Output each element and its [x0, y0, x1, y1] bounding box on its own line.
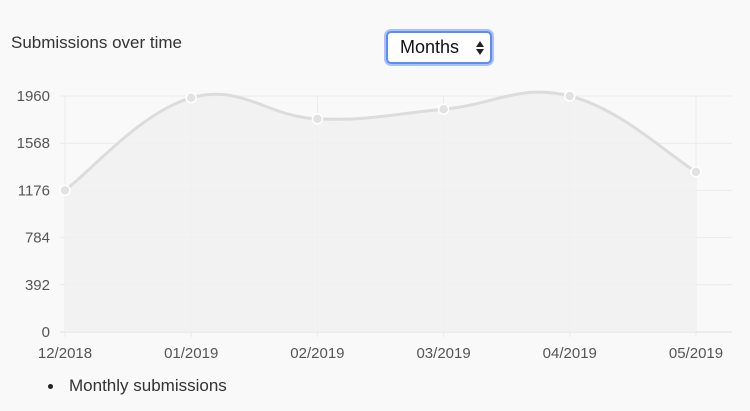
y-tick-label: 1960 — [17, 88, 50, 105]
series-area — [65, 92, 696, 332]
chart-legend: Monthly submissions — [48, 376, 227, 396]
data-point — [60, 185, 70, 195]
legend-item-label: Monthly submissions — [69, 376, 227, 396]
x-tick-label: 02/2019 — [290, 345, 344, 362]
y-tick-label: 1176 — [18, 182, 50, 199]
y-tick-label: 784 — [25, 230, 50, 247]
y-tick-label: 392 — [25, 277, 50, 294]
data-point — [691, 167, 701, 177]
x-tick-label: 03/2019 — [416, 345, 470, 362]
data-point — [565, 91, 575, 101]
x-tick-label: 04/2019 — [543, 345, 597, 362]
data-point — [439, 104, 449, 114]
data-point — [186, 93, 196, 103]
x-tick-label: 05/2019 — [669, 345, 723, 362]
legend-bullet-icon — [48, 384, 53, 389]
submissions-chart: 0 392 784 1176 1568 1960 12/2018 01/2019 02/2019… — [0, 0, 750, 370]
x-tick-label: 01/2019 — [164, 345, 218, 362]
x-tick-label: 12/2018 — [38, 345, 92, 362]
legend-item: Monthly submissions — [48, 376, 227, 396]
data-point — [312, 114, 322, 124]
y-tick-label: 1568 — [17, 135, 50, 152]
y-tick-label: 0 — [42, 324, 50, 341]
